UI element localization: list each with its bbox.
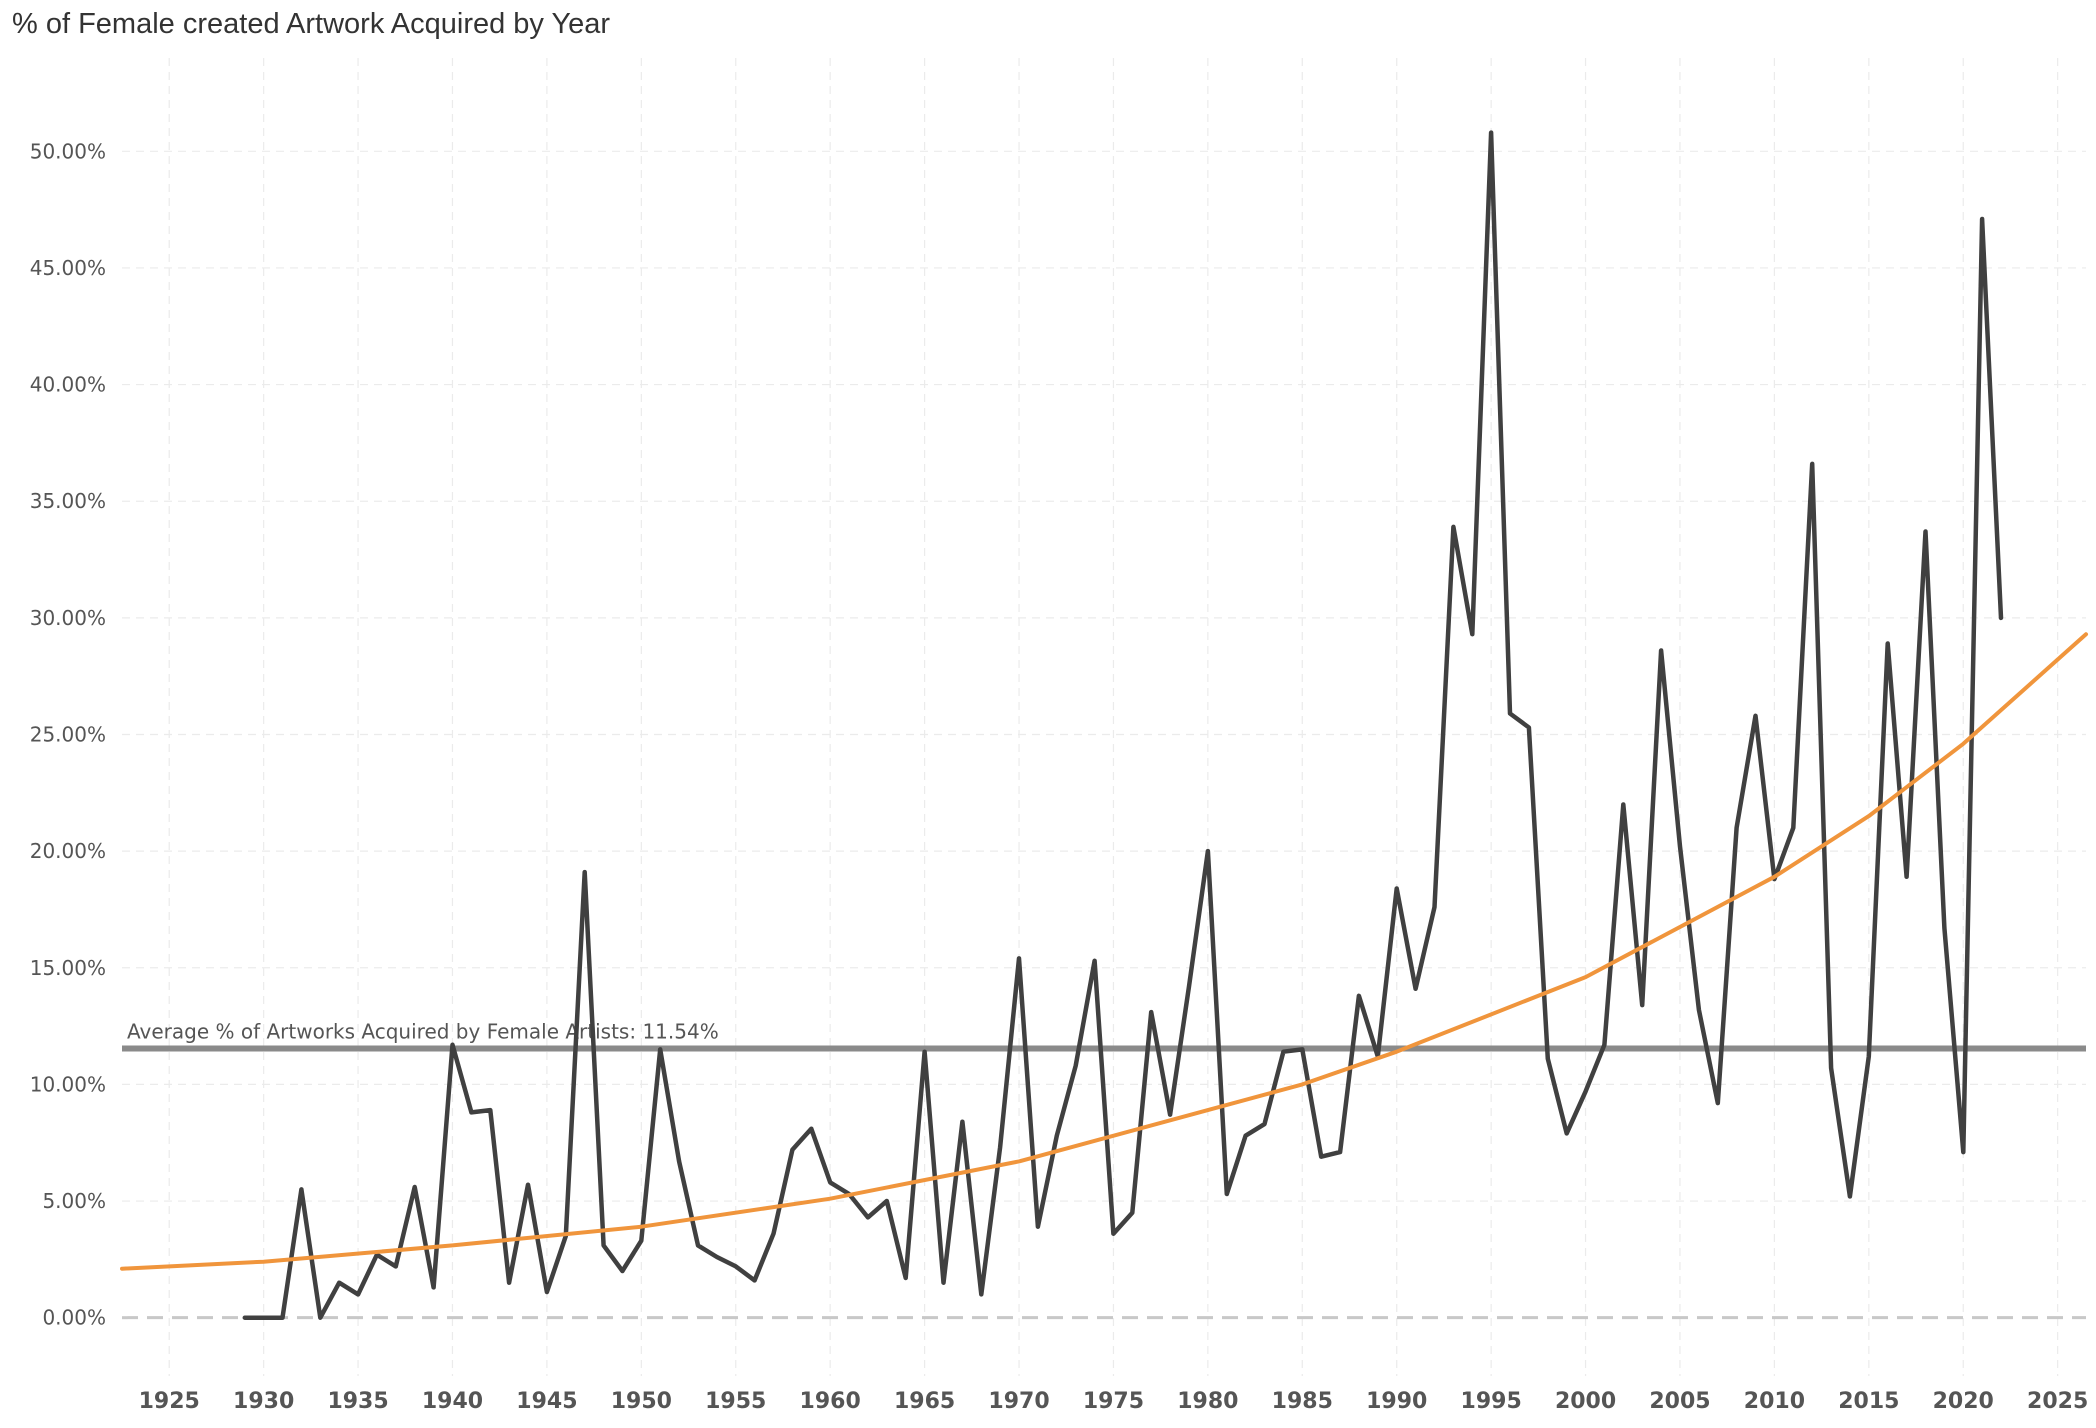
x-tick-label-2015: 2015 [1838, 1389, 1899, 1414]
x-tick-label-1945: 1945 [516, 1389, 577, 1414]
x-tick-label-1925: 1925 [139, 1389, 200, 1414]
average-reference-line-group: Average % of Artworks Acquired by Female… [122, 1019, 2086, 1052]
x-tick-label-1960: 1960 [800, 1389, 861, 1414]
x-tick-label-1935: 1935 [327, 1389, 388, 1414]
y-tick-label-0: 0.00% [42, 1306, 106, 1330]
x-tick-label-1930: 1930 [233, 1389, 294, 1414]
x-tick-label-2010: 2010 [1744, 1389, 1805, 1414]
series-lines [120, 130, 2088, 1320]
y-tick-label-5: 5.00% [42, 1189, 106, 1213]
x-tick-label-1970: 1970 [988, 1389, 1049, 1414]
x-tick-label-1990: 1990 [1366, 1389, 1427, 1414]
x-tick-label-1950: 1950 [611, 1389, 672, 1414]
x-tick-label-2005: 2005 [1649, 1389, 1710, 1414]
x-axis-tick-labels: 1925 1930 1935 1940 1945 1950 1955 1960 1965 1970… [139, 1389, 2089, 1414]
x-tick-label-1965: 1965 [894, 1389, 955, 1414]
average-reference-label: Average % of Artworks Acquired by Female… [127, 1019, 719, 1043]
y-tick-label-30: 30.00% [30, 606, 106, 630]
y-tick-label-35: 35.00% [30, 489, 106, 513]
x-tick-label-1985: 1985 [1272, 1389, 1333, 1414]
y-tick-label-40: 40.00% [30, 373, 106, 397]
x-tick-label-1995: 1995 [1461, 1389, 1522, 1414]
y-tick-label-15: 15.00% [30, 956, 106, 980]
chart-title: % of Female created Artwork Acquired by … [12, 8, 611, 40]
y-axis-tick-labels: 0.00% 5.00% 10.00% 15.00% 20.00% 25.00% 30.00%… [30, 139, 106, 1329]
y-tick-label-20: 20.00% [30, 839, 106, 863]
y-tick-label-10: 10.00% [30, 1072, 106, 1096]
x-tick-label-1975: 1975 [1083, 1389, 1144, 1414]
trend-line [120, 632, 2088, 1271]
data-series-line [242, 130, 2004, 1320]
y-tick-label-45: 45.00% [30, 256, 106, 280]
x-tick-label-2025: 2025 [2027, 1389, 2088, 1414]
x-tick-label-1940: 1940 [422, 1389, 483, 1414]
vertical-gridlines [168, 58, 2059, 1376]
x-tick-label-1980: 1980 [1177, 1389, 1238, 1414]
x-tick-label-1955: 1955 [705, 1389, 766, 1414]
y-tick-label-25: 25.00% [30, 722, 106, 746]
y-tick-label-50: 50.00% [30, 139, 106, 163]
horizontal-gridlines [122, 150, 2086, 1202]
x-tick-label-2000: 2000 [1555, 1389, 1616, 1414]
x-tick-label-2020: 2020 [1933, 1389, 1994, 1414]
